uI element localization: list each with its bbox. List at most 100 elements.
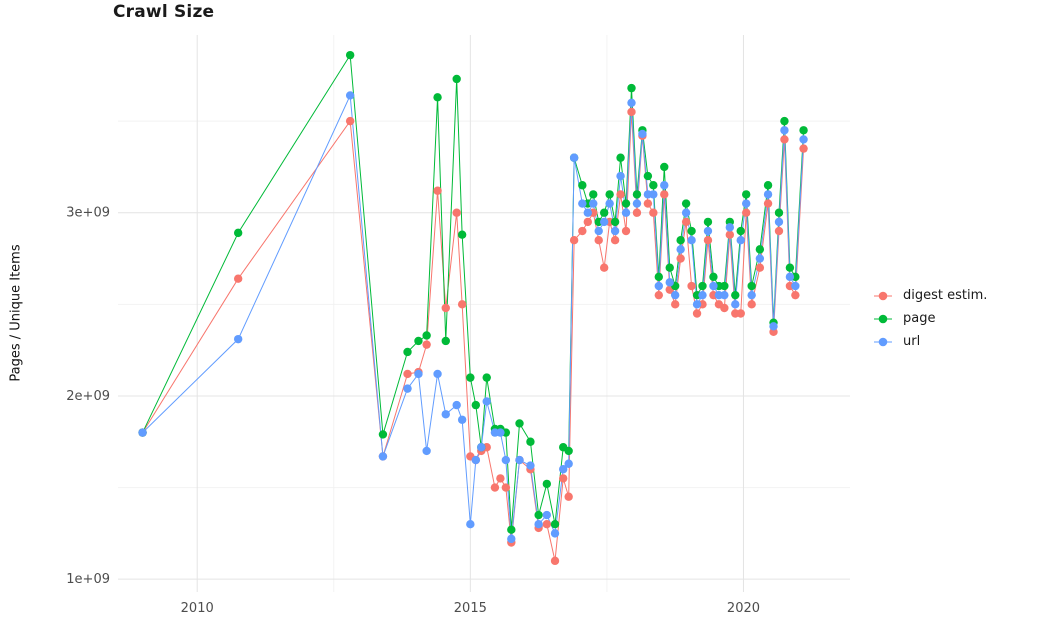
data-point-url [649,190,658,199]
data-point-url [731,300,740,309]
data-point-digest-estim- [763,199,773,208]
x-tick-label: 2020 [727,601,760,616]
y-tick-label: 2e+09 [66,389,110,404]
data-point-url [755,254,765,263]
data-point-page [422,331,431,340]
data-point-url [681,208,691,217]
data-point-digest-estim- [422,340,431,349]
y-tick-label: 1e+09 [66,572,110,587]
data-point-url [605,199,614,208]
data-point-url [482,397,491,406]
data-point-digest-estim- [233,274,243,283]
data-point-url [515,455,524,465]
data-point-url [138,428,147,437]
y-tick-label: 3e+09 [66,206,110,221]
data-point-page [780,116,789,126]
data-point-page [526,437,535,446]
data-point-url [720,290,729,300]
x-tick-label: 2015 [454,601,487,616]
data-point-page [632,190,642,199]
data-point-page [643,171,653,181]
data-point-page [681,199,691,208]
data-point-page [589,190,598,199]
data-point-digest-estim- [578,226,587,236]
data-point-url [457,415,467,424]
data-point-url [414,369,423,379]
data-point-digest-estim- [654,290,664,300]
data-point-page [233,228,243,238]
data-point-url [736,236,745,245]
legend-label: digest estim. [903,288,988,303]
data-point-url [594,226,603,236]
data-point-url [769,322,778,331]
data-point-digest-estim- [670,300,680,309]
data-point-url [550,529,560,538]
legend-item-page: page [872,311,987,327]
data-point-url [692,300,702,309]
data-point-digest-estim- [569,236,579,245]
data-point-url [616,171,625,181]
data-point-url [780,126,789,135]
data-point-url [709,281,718,291]
data-point-page [774,208,784,217]
data-point-url [654,281,664,291]
data-point-url [763,190,773,199]
data-point-url [233,334,243,344]
data-point-digest-estim- [660,190,669,199]
data-point-url [542,510,552,520]
data-point-page [466,373,475,382]
data-point-digest-estim- [627,107,636,117]
data-point-url [477,443,486,452]
data-point-page [403,347,412,357]
data-point-page [698,281,707,291]
data-point-page [550,520,560,529]
data-point-digest-estim- [791,290,800,300]
data-point-url [466,520,475,529]
data-point-digest-estim- [594,236,603,245]
data-point-url [345,91,355,100]
data-point-url [526,461,535,470]
data-point-url [471,455,481,465]
data-point-url [569,153,579,162]
data-point-digest-estim- [780,135,789,144]
data-point-page [665,263,674,272]
data-point-digest-estim- [703,236,713,245]
data-point-digest-estim- [725,230,735,239]
data-point-url [747,290,756,300]
data-point-digest-estim- [403,369,412,379]
data-point-url [610,226,620,236]
data-point-url [422,446,431,456]
data-point-url [578,199,587,208]
data-point-digest-estim- [501,483,511,492]
data-point-page [616,153,625,162]
data-point-digest-estim- [542,520,552,529]
legend-item-digest-estim: digest estim. [872,288,987,304]
data-point-page [441,336,450,346]
data-point-page [610,217,620,227]
data-point-page [627,83,636,93]
data-point-url [799,135,808,144]
data-point-page [605,190,614,199]
plot-title: Crawl Size [113,2,215,22]
data-point-digest-estim- [616,190,625,199]
data-point-page [687,226,696,236]
data-point-url [564,459,573,468]
data-point-digest-estim- [736,309,745,318]
data-point-digest-estim- [649,208,658,217]
data-point-url [676,245,685,254]
data-point-digest-estim- [599,263,609,272]
data-point-url [507,534,516,544]
data-point-page [785,263,795,272]
legend-key-url-icon [874,337,892,347]
data-point-digest-estim- [345,116,355,126]
legend-item-url: url [872,334,987,350]
data-point-digest-estim- [433,186,442,195]
data-point-page [621,199,631,208]
legend: digest estim. page url [872,288,987,350]
data-point-page [414,336,423,346]
data-point-digest-estim- [720,303,729,313]
data-point-page [457,230,467,239]
data-point-url [698,290,707,300]
